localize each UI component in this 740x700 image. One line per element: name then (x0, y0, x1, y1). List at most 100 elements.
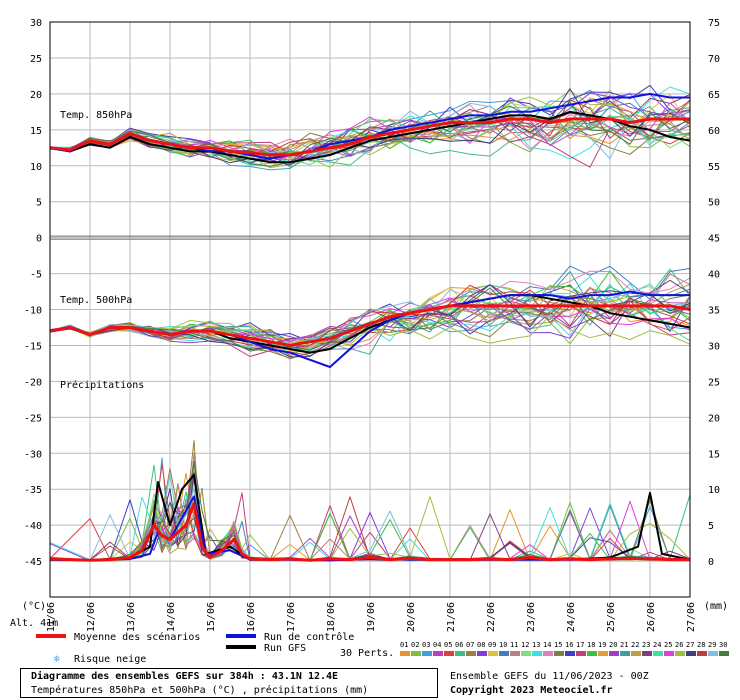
panel-label-500: Temp. 500hPa (60, 295, 132, 306)
pert-number-label: 09 (488, 641, 496, 649)
right-tick-label-850: 55 (708, 162, 720, 173)
legend-control-label: Run de contrôle (264, 631, 354, 643)
perturbation-line (49, 100, 691, 154)
plot-frame (49, 21, 691, 598)
pert-swatch (653, 651, 663, 656)
pert-swatch (510, 651, 520, 656)
legend-snow-label: Risque neige (74, 654, 146, 665)
pert-swatch (697, 651, 707, 656)
pert-swatch (620, 651, 630, 656)
pert-number-label: 18 (587, 641, 595, 649)
x-date-label: 16/06 (246, 602, 257, 632)
perturbation-line (49, 284, 691, 349)
pert-number-label: 25 (664, 641, 672, 649)
legend-gfs-label: Run GFS (264, 643, 306, 654)
x-date-label: 14/06 (166, 602, 177, 632)
pert-swatch (499, 651, 509, 656)
x-date-label: 27/06 (686, 602, 697, 632)
x-date-label: 24/06 (566, 602, 577, 632)
pert-swatch (455, 651, 465, 656)
right-tick-label-precip: 20 (708, 413, 720, 424)
pert-swatch (719, 651, 729, 656)
pert-swatch (708, 651, 718, 656)
perturbation-line (49, 110, 691, 161)
pert-swatch (609, 651, 619, 656)
pert-number-label: 23 (642, 641, 650, 649)
chart-title: Diagramme des ensembles GEFS sur 384h : … (31, 671, 339, 682)
panel-label-850: Temp. 850hPa (60, 110, 132, 121)
left-tick-label: -10 (24, 306, 42, 317)
right-tick-label-precip: 10 (708, 485, 720, 496)
right-tick-label-precip: 15 (708, 449, 720, 460)
axes (49, 21, 691, 598)
left-tick-label: -20 (24, 377, 42, 388)
mean-line (49, 304, 691, 347)
pert-number-label: 07 (466, 641, 474, 649)
right-tick-label-850: 75 (708, 18, 720, 29)
pert-swatch (565, 651, 575, 656)
main-series (49, 92, 691, 562)
pert-swatch (598, 651, 608, 656)
pert-number-label: 17 (576, 641, 584, 649)
left-unit-label: (°C) (22, 601, 46, 612)
pert-swatch (631, 651, 641, 656)
right-tick-label-500: 25 (708, 377, 720, 388)
right-tick-label-850: 70 (708, 54, 720, 65)
right-tick-label-500: 40 (708, 270, 720, 281)
left-tick-label: 0 (36, 234, 42, 245)
x-date-label: 26/06 (646, 602, 657, 632)
pert-swatch (543, 651, 553, 656)
run-info: Ensemble GEFS du 11/06/2023 - 00Z (450, 671, 649, 682)
legend-mean-label: Moyenne des scénarios (74, 631, 200, 643)
left-tick-label: -35 (24, 485, 42, 496)
left-tick-label: 15 (30, 126, 42, 137)
left-tick-label: -40 (24, 521, 42, 532)
pert-swatch (477, 651, 487, 656)
copyright: Copyright 2023 Meteociel.fr (450, 685, 613, 696)
left-tick-label: 10 (30, 162, 42, 173)
pert-number-label: 28 (697, 641, 705, 649)
pert-number-label: 06 (455, 641, 463, 649)
pert-swatch (675, 651, 685, 656)
pert-swatch (554, 651, 564, 656)
pert-number-label: 14 (543, 641, 551, 649)
pert-number-label: 04 (433, 641, 441, 649)
pert-number-label: 08 (477, 641, 485, 649)
mean-line (49, 502, 690, 562)
pert-number-label: 21 (620, 641, 628, 649)
pert-number-label: 20 (609, 641, 617, 649)
pert-swatch (576, 651, 586, 656)
perturbation-line (49, 287, 691, 352)
pert-swatch (532, 651, 542, 656)
left-tick-label: 25 (30, 54, 42, 65)
pert-number-label: 29 (708, 641, 716, 649)
right-tick-label-precip: 0 (708, 557, 714, 568)
x-date-label: 22/06 (486, 602, 497, 632)
x-date-label: 25/06 (606, 602, 617, 632)
pert-number-label: 10 (499, 641, 507, 649)
right-tick-label-850: 50 (708, 198, 720, 209)
right-tick-label-850: 65 (708, 90, 720, 101)
mean-line (49, 117, 690, 157)
tick-labels: 302520151050-5-10-15-20-25-30-35-40-4575… (24, 18, 720, 632)
right-tick-label-850: 45 (708, 234, 720, 245)
x-date-label: 17/06 (286, 602, 297, 632)
x-date-label: 18/06 (326, 602, 337, 632)
pert-swatch (444, 651, 454, 656)
pert-number-label: 26 (675, 641, 683, 649)
x-date-label: 20/06 (406, 602, 417, 632)
pert-number-label: 22 (631, 641, 639, 649)
left-tick-label: 5 (36, 198, 42, 209)
x-date-label: 15/06 (206, 602, 217, 632)
right-tick-label-precip: 5 (708, 521, 714, 532)
pert-swatch (642, 651, 652, 656)
pert-number-label: 05 (444, 641, 452, 649)
pert-number-label: 27 (686, 641, 694, 649)
left-tick-label: -5 (30, 270, 42, 281)
perturbation-line (49, 88, 691, 166)
right-unit-label: (mm) (704, 601, 728, 612)
pert-number-label: 11 (510, 641, 518, 649)
x-date-label: 13/06 (126, 602, 137, 632)
right-tick-label-500: 30 (708, 341, 720, 352)
